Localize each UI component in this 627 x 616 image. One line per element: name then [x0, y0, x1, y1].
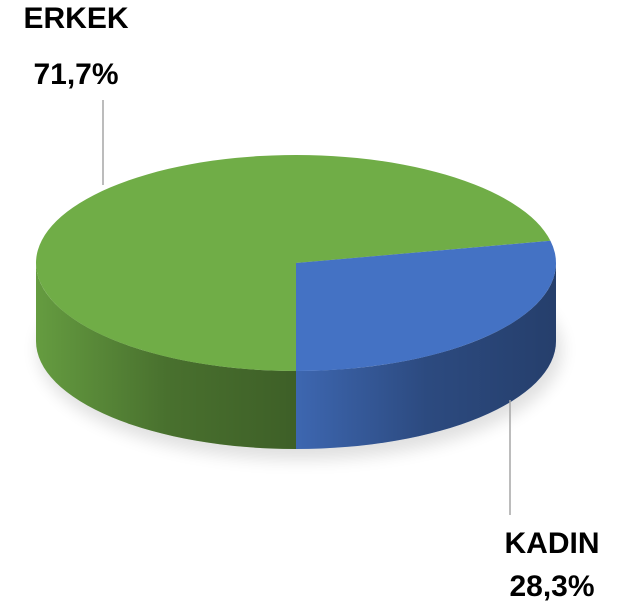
slice-side-shade: [296, 263, 556, 449]
category-label: ERKEK: [23, 2, 128, 35]
slice: [296, 240, 556, 371]
category-label: KADIN: [505, 527, 600, 560]
value-label: 28,3%: [509, 570, 594, 603]
slice: [36, 155, 551, 371]
value-label: 71,7%: [33, 58, 118, 91]
slice-side-shade: [36, 263, 296, 449]
